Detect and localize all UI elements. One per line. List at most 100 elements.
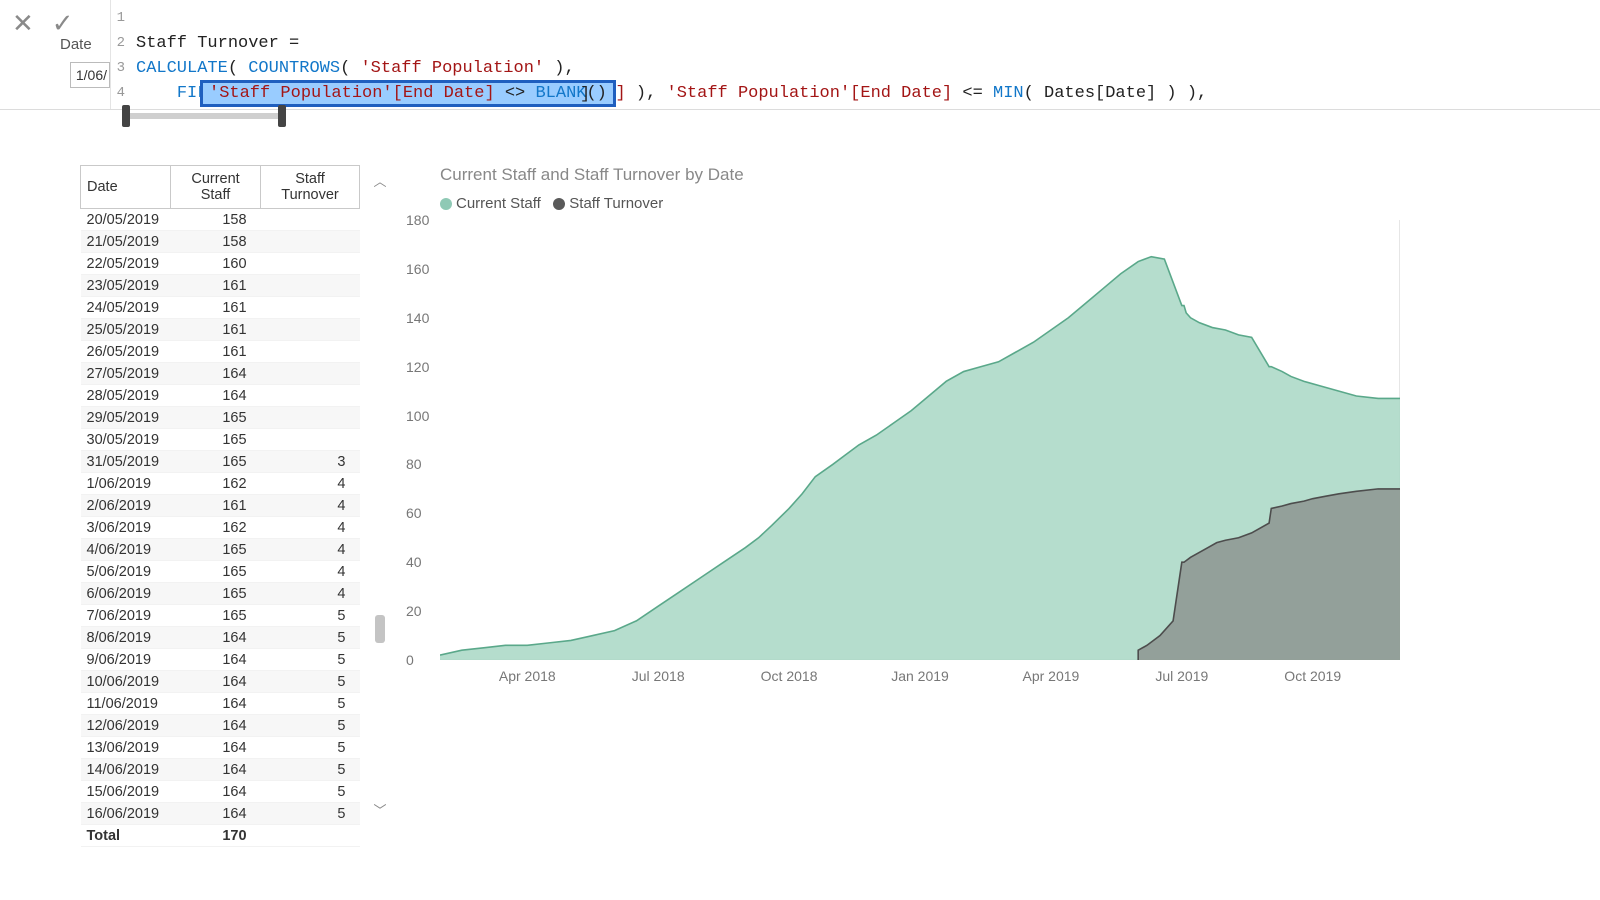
code-text: <=: [952, 84, 993, 103]
commit-icon[interactable]: ✓: [52, 10, 74, 36]
table-cell: 161: [171, 341, 261, 363]
table-cell: 8/06/2019: [81, 627, 171, 649]
table-row[interactable]: 22/05/2019160: [81, 253, 360, 275]
table-cell: 164: [171, 803, 261, 825]
table-row[interactable]: 12/06/20191645: [81, 715, 360, 737]
table-row[interactable]: 11/06/20191645: [81, 693, 360, 715]
code-kw: BLANK: [535, 81, 586, 106]
area-chart-visual[interactable]: Current Staff and Staff Turnover by Date…: [440, 165, 1440, 725]
table-cell: [261, 385, 360, 407]
table-cell: 23/05/2019: [81, 275, 171, 297]
table-cell: 5: [261, 715, 360, 737]
table-cell: 24/05/2019: [81, 297, 171, 319]
col-header-current-staff[interactable]: Current Staff: [171, 166, 261, 209]
table-cell: 15/06/2019: [81, 781, 171, 803]
table-scrollbar[interactable]: ︿ ﹀: [370, 165, 390, 825]
scroll-up-icon[interactable]: ︿: [373, 171, 386, 190]
code-kw: COUNTROWS: [248, 59, 340, 78]
slider-end-thumb[interactable]: [278, 105, 286, 127]
code-text: ),: [544, 59, 575, 78]
code-text: <>: [495, 81, 536, 106]
table-cell: 30/05/2019: [81, 429, 171, 451]
code-kw: MIN: [993, 84, 1024, 103]
table-cell: [261, 253, 360, 275]
table-cell: 164: [171, 363, 261, 385]
table-row[interactable]: 28/05/2019164: [81, 385, 360, 407]
table-row[interactable]: 16/06/20191645: [81, 803, 360, 825]
table-row[interactable]: 23/05/2019161: [81, 275, 360, 297]
table-cell: 4: [261, 583, 360, 605]
total-value: 170: [171, 825, 261, 847]
scroll-down-icon[interactable]: ﹀: [373, 800, 386, 819]
table-cell: 161: [171, 495, 261, 517]
table-cell: 29/05/2019: [81, 407, 171, 429]
chart-legend: Current Staff Staff Turnover: [440, 195, 1440, 212]
table-row[interactable]: 13/06/20191645: [81, 737, 360, 759]
table-row[interactable]: 24/05/2019161: [81, 297, 360, 319]
table-row[interactable]: 6/06/20191654: [81, 583, 360, 605]
table-row[interactable]: 31/05/20191653: [81, 451, 360, 473]
dax-editor[interactable]: Staff Turnover = CALCULATE( COUNTROWS( '…: [128, 0, 1600, 109]
col-header-date[interactable]: Date: [81, 166, 171, 209]
table-cell: [261, 407, 360, 429]
table-cell: 7/06/2019: [81, 605, 171, 627]
table-cell: 9/06/2019: [81, 649, 171, 671]
code-text: (: [228, 59, 248, 78]
table-cell: 22/05/2019: [81, 253, 171, 275]
table-row[interactable]: 5/06/20191654: [81, 561, 360, 583]
code-kw: CALCULATE: [136, 59, 228, 78]
table-cell: 165: [171, 583, 261, 605]
table-row[interactable]: 14/06/20191645: [81, 759, 360, 781]
table-row[interactable]: 30/05/2019165: [81, 429, 360, 451]
table-cell: 162: [171, 517, 261, 539]
table-row[interactable]: 29/05/2019165: [81, 407, 360, 429]
table-cell: 164: [171, 693, 261, 715]
scroll-thumb[interactable]: [375, 615, 385, 643]
x-axis-tick: Oct 2019: [1284, 668, 1341, 684]
y-axis-tick: 80: [406, 456, 422, 472]
table-row[interactable]: 8/06/20191645: [81, 627, 360, 649]
gutter-ln: 1: [111, 6, 125, 31]
table-cell: 162: [171, 473, 261, 495]
table-row[interactable]: 21/05/2019158: [81, 231, 360, 253]
table-cell: [261, 275, 360, 297]
table-row[interactable]: 27/05/2019164: [81, 363, 360, 385]
header-date-cell[interactable]: 1/06/: [70, 62, 110, 88]
table-cell: 164: [171, 627, 261, 649]
table-row[interactable]: 7/06/20191655: [81, 605, 360, 627]
table-row[interactable]: 3/06/20191624: [81, 517, 360, 539]
table-cell: 3/06/2019: [81, 517, 171, 539]
code-text: =: [289, 34, 299, 53]
code-text: ]: [580, 82, 590, 107]
y-axis-tick: 140: [406, 310, 429, 326]
slider-start-thumb[interactable]: [122, 105, 130, 127]
table-cell: 5: [261, 759, 360, 781]
table-row[interactable]: 9/06/20191645: [81, 649, 360, 671]
table-row[interactable]: 1/06/20191624: [81, 473, 360, 495]
table-row[interactable]: 15/06/20191645: [81, 781, 360, 803]
table-cell: 5: [261, 693, 360, 715]
y-axis-tick: 0: [406, 652, 414, 668]
y-axis-tick: 160: [406, 261, 429, 277]
table-row[interactable]: 10/06/20191645: [81, 671, 360, 693]
table-cell: 11/06/2019: [81, 693, 171, 715]
legend-dot-staff-turnover: [553, 198, 565, 210]
table-cell: [261, 297, 360, 319]
table-row[interactable]: 20/05/2019158: [81, 209, 360, 231]
table-cell: 3: [261, 451, 360, 473]
table-cell: 164: [171, 649, 261, 671]
table-row[interactable]: 2/06/20191614: [81, 495, 360, 517]
x-axis-tick: Jan 2019: [891, 668, 949, 684]
col-header-staff-turnover[interactable]: Staff Turnover: [261, 166, 360, 209]
table-cell: 1/06/2019: [81, 473, 171, 495]
table-row[interactable]: 26/05/2019161: [81, 341, 360, 363]
data-table-visual[interactable]: Date Current Staff Staff Turnover 20/05/…: [80, 165, 360, 847]
code-str: 'Staff Population'[End Date]: [667, 84, 953, 103]
table-cell: [261, 319, 360, 341]
table-row[interactable]: 4/06/20191654: [81, 539, 360, 561]
table-cell: [261, 231, 360, 253]
table-row[interactable]: 25/05/2019161: [81, 319, 360, 341]
x-axis-tick: Jul 2019: [1155, 668, 1208, 684]
chart-svg: [440, 220, 1400, 660]
cancel-icon[interactable]: ✕: [12, 10, 34, 36]
